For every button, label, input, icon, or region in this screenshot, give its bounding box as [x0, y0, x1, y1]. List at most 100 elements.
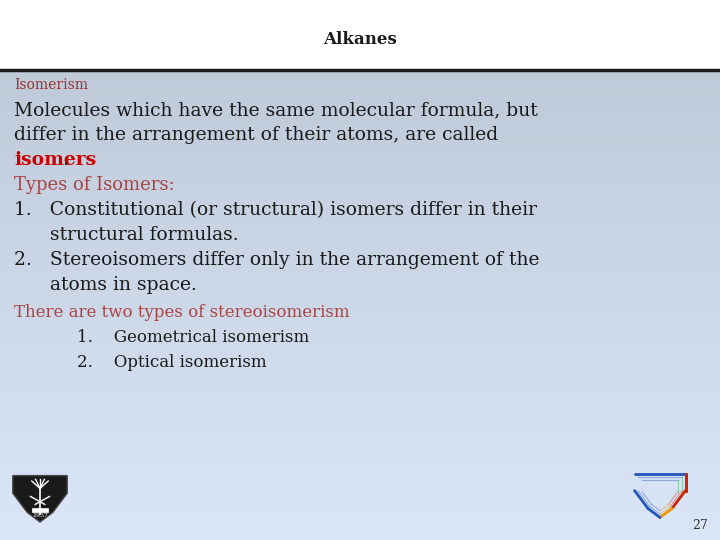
- FancyBboxPatch shape: [0, 370, 720, 373]
- FancyBboxPatch shape: [0, 358, 720, 361]
- FancyBboxPatch shape: [0, 478, 720, 481]
- FancyBboxPatch shape: [0, 97, 720, 100]
- Text: isomers: isomers: [14, 151, 96, 169]
- FancyBboxPatch shape: [0, 351, 720, 354]
- FancyBboxPatch shape: [0, 229, 720, 232]
- FancyBboxPatch shape: [0, 342, 720, 345]
- FancyBboxPatch shape: [0, 276, 720, 279]
- FancyBboxPatch shape: [0, 125, 720, 129]
- FancyBboxPatch shape: [0, 410, 720, 413]
- FancyBboxPatch shape: [0, 349, 720, 352]
- FancyBboxPatch shape: [0, 332, 720, 335]
- FancyBboxPatch shape: [0, 511, 720, 514]
- FancyBboxPatch shape: [0, 492, 720, 495]
- FancyBboxPatch shape: [0, 309, 720, 312]
- FancyBboxPatch shape: [0, 165, 720, 168]
- FancyBboxPatch shape: [0, 431, 720, 434]
- FancyBboxPatch shape: [0, 295, 720, 298]
- Text: 1.    Geometrical isomerism: 1. Geometrical isomerism: [14, 329, 310, 346]
- Text: Types of Isomers:: Types of Isomers:: [14, 176, 175, 194]
- FancyBboxPatch shape: [0, 297, 720, 300]
- FancyBboxPatch shape: [0, 335, 720, 338]
- FancyBboxPatch shape: [0, 443, 720, 446]
- FancyBboxPatch shape: [0, 377, 720, 380]
- FancyBboxPatch shape: [0, 537, 720, 540]
- FancyBboxPatch shape: [0, 356, 720, 359]
- FancyBboxPatch shape: [0, 259, 720, 262]
- FancyBboxPatch shape: [0, 243, 720, 246]
- FancyBboxPatch shape: [0, 494, 720, 498]
- FancyBboxPatch shape: [0, 403, 720, 406]
- FancyBboxPatch shape: [0, 248, 720, 251]
- FancyBboxPatch shape: [0, 323, 720, 326]
- FancyBboxPatch shape: [0, 123, 720, 126]
- FancyBboxPatch shape: [0, 215, 720, 218]
- FancyBboxPatch shape: [0, 186, 720, 190]
- FancyBboxPatch shape: [0, 0, 720, 70]
- FancyBboxPatch shape: [0, 250, 720, 253]
- FancyBboxPatch shape: [0, 217, 720, 220]
- FancyBboxPatch shape: [0, 396, 720, 399]
- FancyBboxPatch shape: [0, 240, 720, 244]
- FancyBboxPatch shape: [0, 375, 720, 378]
- FancyBboxPatch shape: [0, 469, 720, 472]
- FancyBboxPatch shape: [0, 85, 720, 89]
- FancyBboxPatch shape: [0, 226, 720, 230]
- Text: differ in the arrangement of their atoms, are called: differ in the arrangement of their atoms…: [14, 126, 498, 144]
- FancyBboxPatch shape: [0, 95, 720, 98]
- FancyBboxPatch shape: [0, 504, 720, 507]
- FancyBboxPatch shape: [0, 278, 720, 281]
- FancyBboxPatch shape: [0, 302, 720, 305]
- FancyBboxPatch shape: [0, 471, 720, 474]
- FancyBboxPatch shape: [0, 177, 720, 180]
- FancyBboxPatch shape: [0, 269, 720, 272]
- FancyBboxPatch shape: [0, 142, 720, 145]
- FancyBboxPatch shape: [0, 391, 720, 394]
- FancyBboxPatch shape: [0, 193, 720, 197]
- FancyBboxPatch shape: [0, 534, 720, 538]
- FancyBboxPatch shape: [0, 497, 720, 500]
- FancyBboxPatch shape: [0, 238, 720, 241]
- FancyBboxPatch shape: [0, 208, 720, 211]
- FancyBboxPatch shape: [0, 290, 720, 293]
- FancyBboxPatch shape: [0, 113, 720, 117]
- FancyBboxPatch shape: [0, 135, 720, 138]
- FancyBboxPatch shape: [0, 487, 720, 491]
- FancyBboxPatch shape: [0, 313, 720, 317]
- FancyBboxPatch shape: [0, 464, 720, 467]
- FancyBboxPatch shape: [0, 231, 720, 234]
- FancyBboxPatch shape: [0, 252, 720, 255]
- FancyBboxPatch shape: [0, 106, 720, 110]
- FancyBboxPatch shape: [0, 398, 720, 401]
- FancyBboxPatch shape: [0, 386, 720, 389]
- FancyBboxPatch shape: [0, 382, 720, 385]
- FancyBboxPatch shape: [0, 137, 720, 140]
- FancyBboxPatch shape: [0, 262, 720, 265]
- FancyBboxPatch shape: [0, 158, 720, 161]
- FancyBboxPatch shape: [0, 532, 720, 535]
- FancyBboxPatch shape: [0, 78, 720, 82]
- FancyBboxPatch shape: [0, 520, 720, 524]
- FancyBboxPatch shape: [0, 339, 720, 342]
- FancyBboxPatch shape: [0, 219, 720, 222]
- FancyBboxPatch shape: [0, 76, 720, 79]
- Text: 2.    Optical isomerism: 2. Optical isomerism: [14, 354, 266, 371]
- FancyBboxPatch shape: [0, 168, 720, 171]
- FancyBboxPatch shape: [0, 523, 720, 526]
- FancyBboxPatch shape: [0, 450, 720, 453]
- FancyBboxPatch shape: [0, 118, 720, 122]
- Polygon shape: [13, 476, 67, 522]
- FancyBboxPatch shape: [0, 389, 720, 392]
- FancyBboxPatch shape: [0, 440, 720, 444]
- FancyBboxPatch shape: [0, 179, 720, 183]
- FancyBboxPatch shape: [0, 499, 720, 502]
- Text: 27: 27: [692, 519, 708, 532]
- FancyBboxPatch shape: [0, 285, 720, 288]
- FancyBboxPatch shape: [0, 81, 720, 84]
- FancyBboxPatch shape: [0, 71, 720, 75]
- FancyBboxPatch shape: [0, 175, 720, 178]
- FancyBboxPatch shape: [0, 327, 720, 331]
- FancyBboxPatch shape: [0, 417, 720, 420]
- FancyBboxPatch shape: [0, 424, 720, 427]
- FancyBboxPatch shape: [0, 153, 720, 157]
